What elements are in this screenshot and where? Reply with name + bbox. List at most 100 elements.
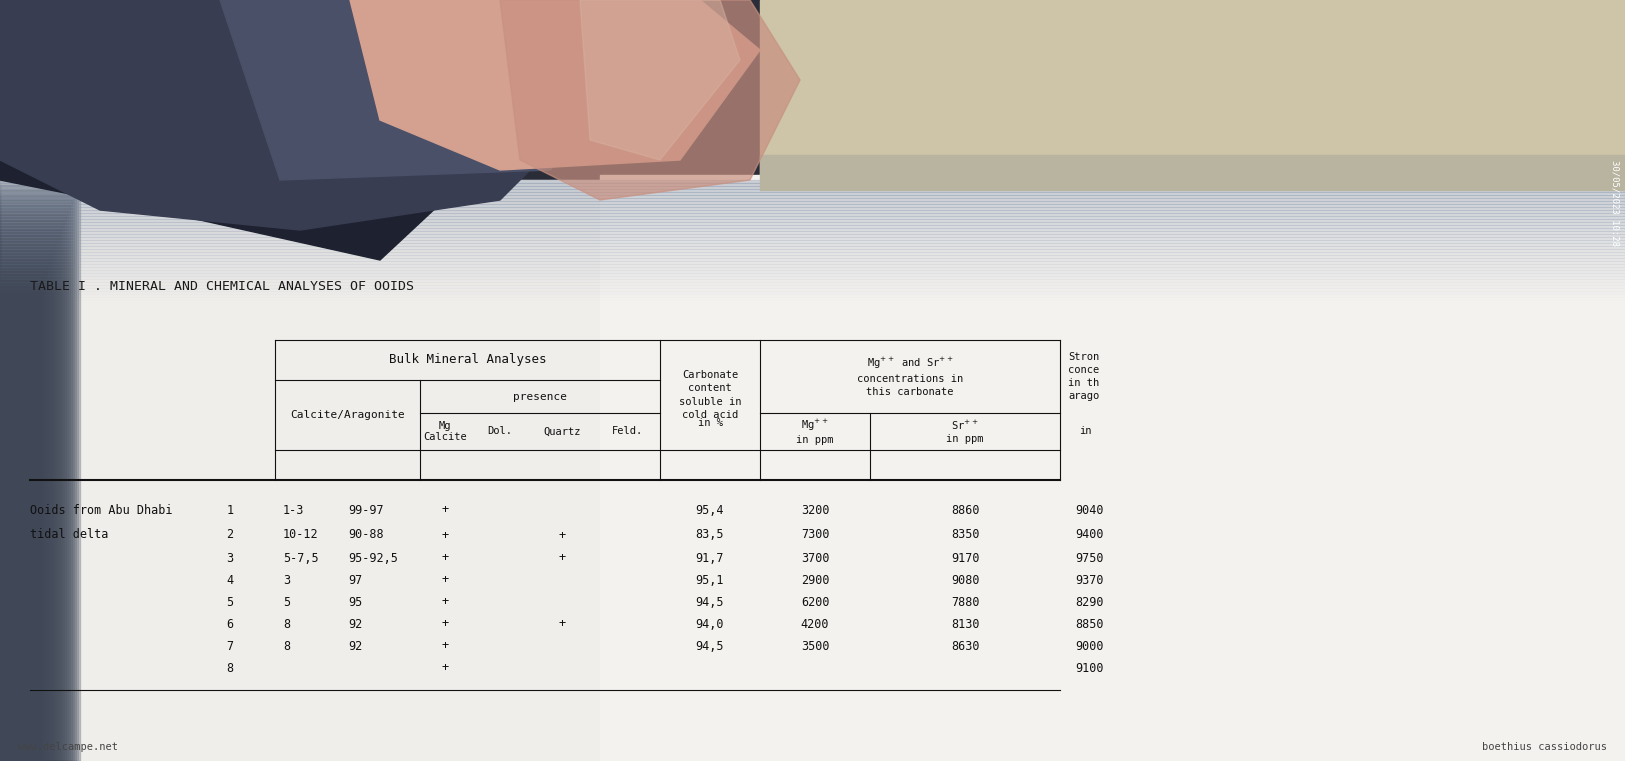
Bar	[0, 216, 1625, 219]
Text: 3500: 3500	[801, 639, 829, 652]
Bar	[0, 243, 1625, 246]
Text: TABLE I . MINERAL AND CHEMICAL ANALYSES OF OOIDS: TABLE I . MINERAL AND CHEMICAL ANALYSES …	[29, 280, 414, 293]
Text: 92: 92	[348, 639, 362, 652]
Bar	[0, 270, 44, 761]
Text: Carbonate
content
soluble in
cold acid: Carbonate content soluble in cold acid	[679, 370, 741, 420]
Bar	[0, 201, 1625, 204]
Text: Quartz: Quartz	[544, 426, 582, 437]
Bar	[0, 204, 1625, 207]
Bar	[0, 235, 58, 761]
Bar	[0, 225, 1625, 228]
Text: 8860: 8860	[951, 504, 980, 517]
Bar	[0, 246, 1625, 249]
Text: 3: 3	[226, 552, 234, 565]
Text: 9170: 9170	[951, 552, 980, 565]
Bar	[760, 0, 1625, 190]
Text: +: +	[442, 661, 449, 674]
Text: +: +	[442, 617, 449, 631]
Text: +: +	[559, 617, 566, 631]
Bar	[0, 200, 72, 761]
Text: 30/05/2023 10:28: 30/05/2023 10:28	[1610, 160, 1620, 246]
Text: +: +	[442, 639, 449, 652]
Text: 91,7: 91,7	[696, 552, 725, 565]
Text: Dol.: Dol.	[488, 426, 512, 437]
Text: +: +	[559, 528, 566, 542]
Bar	[0, 270, 1625, 273]
Bar	[700, 0, 1625, 220]
Text: Stron
conce
in th
arago: Stron conce in th arago	[1068, 352, 1098, 401]
Text: +: +	[442, 552, 449, 565]
Text: 8350: 8350	[951, 528, 980, 542]
Text: 3200: 3200	[801, 504, 829, 517]
Bar	[600, 175, 1625, 761]
Text: 99-97: 99-97	[348, 504, 384, 517]
Text: 7: 7	[226, 639, 234, 652]
Text: Mg$^{++}$
in ppm: Mg$^{++}$ in ppm	[796, 418, 834, 445]
Bar	[0, 237, 1625, 240]
Bar	[0, 275, 42, 761]
Text: Feld.: Feld.	[613, 426, 644, 437]
Bar	[0, 240, 1625, 243]
Bar	[0, 192, 1625, 195]
Text: 95,1: 95,1	[696, 574, 725, 587]
Bar	[0, 297, 1625, 300]
Bar	[0, 213, 1625, 216]
Text: in: in	[1079, 426, 1092, 437]
Polygon shape	[0, 0, 621, 230]
Bar	[0, 207, 1625, 210]
Bar	[0, 282, 1625, 285]
Bar	[0, 215, 67, 761]
Bar	[0, 260, 49, 761]
Text: tidal delta: tidal delta	[29, 528, 109, 542]
Text: www.delcampe.net: www.delcampe.net	[18, 742, 119, 752]
Text: Mg$^{++}$ and Sr$^{++}$
concentrations in
this carbonate: Mg$^{++}$ and Sr$^{++}$ concentrations i…	[856, 355, 964, 397]
Text: 7300: 7300	[801, 528, 829, 542]
Bar	[0, 264, 1625, 267]
Bar	[0, 195, 1625, 198]
Bar	[0, 205, 70, 761]
Text: 8630: 8630	[951, 639, 980, 652]
Bar	[0, 186, 1625, 189]
Bar	[0, 249, 1625, 252]
Bar	[0, 231, 1625, 234]
Text: 83,5: 83,5	[696, 528, 725, 542]
Text: in %: in %	[697, 418, 723, 428]
Text: 5: 5	[283, 596, 291, 609]
Bar	[0, 285, 37, 761]
Text: 92: 92	[348, 617, 362, 631]
Bar	[0, 288, 1625, 291]
Bar	[0, 180, 1625, 761]
Text: +: +	[559, 552, 566, 565]
Text: 97: 97	[348, 574, 362, 587]
Bar	[0, 198, 1625, 201]
Bar	[0, 195, 75, 761]
Text: 3700: 3700	[801, 552, 829, 565]
Text: 90-88: 90-88	[348, 528, 384, 542]
Bar	[0, 258, 1625, 261]
Text: 9000: 9000	[1076, 639, 1103, 652]
Text: Sr$^{++}$
in ppm: Sr$^{++}$ in ppm	[946, 419, 983, 444]
Bar	[0, 273, 1625, 276]
Text: boethius cassiodorus: boethius cassiodorus	[1482, 742, 1607, 752]
Bar	[0, 185, 78, 761]
Bar	[0, 255, 1625, 258]
Text: 95: 95	[348, 596, 362, 609]
Bar	[0, 291, 1625, 294]
Text: +: +	[442, 596, 449, 609]
Text: 8130: 8130	[951, 617, 980, 631]
Bar	[0, 228, 1625, 231]
Text: 9370: 9370	[1076, 574, 1103, 587]
Bar	[0, 255, 50, 761]
Text: +: +	[442, 574, 449, 587]
Text: 4: 4	[226, 574, 234, 587]
Bar	[0, 0, 760, 260]
Bar	[0, 180, 80, 761]
Text: 9400: 9400	[1076, 528, 1103, 542]
Text: presence: presence	[514, 391, 567, 402]
Text: Mg
Calcite: Mg Calcite	[422, 421, 466, 442]
Bar	[0, 220, 63, 761]
Text: 4200: 4200	[801, 617, 829, 631]
Bar	[0, 222, 1625, 225]
Bar	[0, 285, 1625, 288]
Polygon shape	[500, 0, 800, 200]
